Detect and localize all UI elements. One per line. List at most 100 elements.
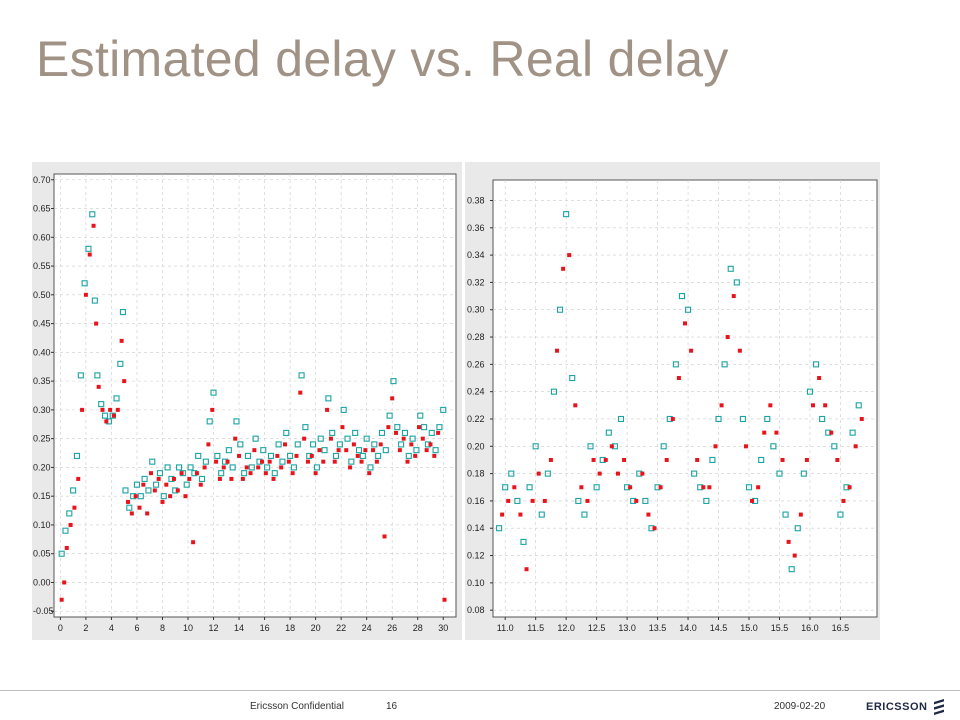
chart-right-series-estimated: [500, 253, 864, 572]
chart-left-y-tick-label: 0.70: [33, 175, 51, 185]
chart-right-point-real: [569, 374, 576, 382]
chart-right-point-estimated: [823, 403, 828, 408]
chart-right-point-real: [502, 484, 509, 491]
chart-right-point-real: [831, 443, 838, 450]
chart-left-point-estimated: [340, 425, 345, 430]
chart-right-point-estimated: [609, 444, 614, 449]
chart-right-y-tick-label: 0.22: [467, 414, 485, 424]
chart-right-point-estimated: [847, 485, 852, 490]
chart-left-point-estimated: [100, 407, 105, 412]
chart-right-point-estimated: [859, 416, 864, 421]
chart-right-point-estimated: [780, 457, 785, 462]
chart-right-point-estimated: [542, 498, 547, 503]
ericsson-logo: ERICSSON: [857, 694, 960, 720]
chart-left-x-tick-label: 10: [183, 623, 193, 633]
chart-right-point-real: [770, 443, 777, 450]
chart-left-point-real: [367, 464, 374, 471]
chart-left-point-real: [421, 424, 428, 431]
chart-left-point-estimated: [363, 448, 368, 453]
chart-left-point-real: [287, 452, 294, 459]
chart-left-point-real: [386, 412, 393, 419]
chart-left-point-real: [252, 435, 259, 442]
chart-right-point-estimated: [835, 457, 840, 462]
chart-left-point-real: [317, 435, 324, 442]
chart-right-y-tick-label: 0.30: [467, 305, 485, 315]
chart-left-point-real: [98, 401, 105, 408]
chart-left-y-tick-label: -0.05: [33, 606, 54, 616]
chart-right-point-real: [605, 429, 612, 436]
chart-right-y-tick-label: 0.38: [467, 195, 485, 205]
footer-divider: [0, 690, 960, 691]
chart-left-point-estimated: [80, 407, 85, 412]
chart-right-point-real: [532, 443, 539, 450]
chart-right-point-estimated: [585, 498, 590, 503]
chart-right-point-real: [508, 470, 515, 477]
chart-right-point-estimated: [500, 512, 505, 517]
chart-right-point-estimated: [695, 457, 700, 462]
chart-left-point-estimated: [405, 459, 410, 464]
chart-left-point-estimated: [225, 459, 230, 464]
chart-left-point-real: [91, 297, 98, 304]
chart-left-point-estimated: [244, 465, 249, 470]
chart-left-point-real: [122, 487, 129, 494]
chart-left-point-estimated: [428, 442, 433, 447]
chart-right-point-real: [733, 279, 740, 286]
chart-left-point-estimated: [290, 471, 295, 476]
chart-left-point-real: [206, 418, 213, 425]
chart-left-point-real: [210, 389, 217, 396]
chart-left-point-real: [137, 493, 144, 500]
chart-left-series-estimated: [59, 223, 447, 602]
chart-left-point-estimated: [336, 448, 341, 453]
chart-left-point-real: [271, 470, 278, 477]
chart-left-point-real: [153, 481, 160, 488]
chart-left-point-real: [183, 481, 190, 488]
chart-left-point-estimated: [115, 407, 120, 412]
chart-right-point-real: [678, 293, 686, 300]
chart-left-point-real: [329, 429, 336, 436]
chart-right-series-real: [496, 211, 862, 573]
chart-left-point-estimated: [233, 436, 238, 441]
chart-left-point-estimated: [198, 482, 203, 487]
chart-left-point-real: [321, 447, 328, 454]
chart-right-point-real: [764, 415, 771, 423]
chart-left-y-tick-label: 0.30: [33, 405, 51, 415]
chart-left-point-real: [325, 395, 332, 402]
chart-left-point-estimated: [91, 223, 96, 228]
chart-right-point-estimated: [512, 485, 517, 490]
chart-right-x-tick-label: 15.0: [740, 623, 758, 633]
chart-left-y-tick-label: 0.55: [33, 261, 51, 271]
chart-right-point-estimated: [579, 485, 584, 490]
chart-left-point-real: [113, 395, 120, 402]
chart-left-x-tick-label: 0: [58, 623, 63, 633]
chart-right-point-estimated: [737, 348, 742, 353]
chart-right-point-estimated: [701, 485, 706, 490]
chart-left-point-estimated: [263, 471, 268, 476]
chart-right-point-real: [788, 566, 795, 573]
chart-left-point-estimated: [351, 442, 356, 447]
chart-right-point-estimated: [664, 457, 669, 462]
chart-left-plot-area: [53, 173, 457, 618]
chart-left-point-estimated: [164, 482, 169, 487]
chart-left-point-real: [394, 424, 401, 431]
chart-right-point-estimated: [707, 485, 712, 490]
chart-right-point-estimated: [676, 376, 681, 381]
chart-left-point-estimated: [111, 413, 116, 418]
chart-right-y-tick-label: 0.20: [467, 441, 485, 451]
chart-left-point-estimated: [367, 471, 372, 476]
chart-right-point-estimated: [853, 444, 858, 449]
chart-left-point-estimated: [76, 476, 81, 481]
chart-left-y-tick-label: 0.50: [33, 290, 51, 300]
chart-left-point-real: [371, 441, 378, 448]
chart-left-point-estimated: [256, 465, 261, 470]
chart-left-point-real: [141, 475, 148, 482]
chart-left-point-real: [378, 429, 386, 436]
chart-left-point-estimated: [432, 453, 437, 458]
chart-right-point-estimated: [628, 485, 633, 490]
chart-left-point-real: [283, 429, 290, 436]
chart-left-point-estimated: [108, 407, 113, 412]
chart-left-point-real: [398, 441, 405, 448]
chart-left-point-real: [405, 452, 412, 459]
chart-left-point-real: [310, 441, 317, 448]
chart-left-point-estimated: [141, 482, 146, 487]
chart-left-point-real: [225, 447, 232, 454]
